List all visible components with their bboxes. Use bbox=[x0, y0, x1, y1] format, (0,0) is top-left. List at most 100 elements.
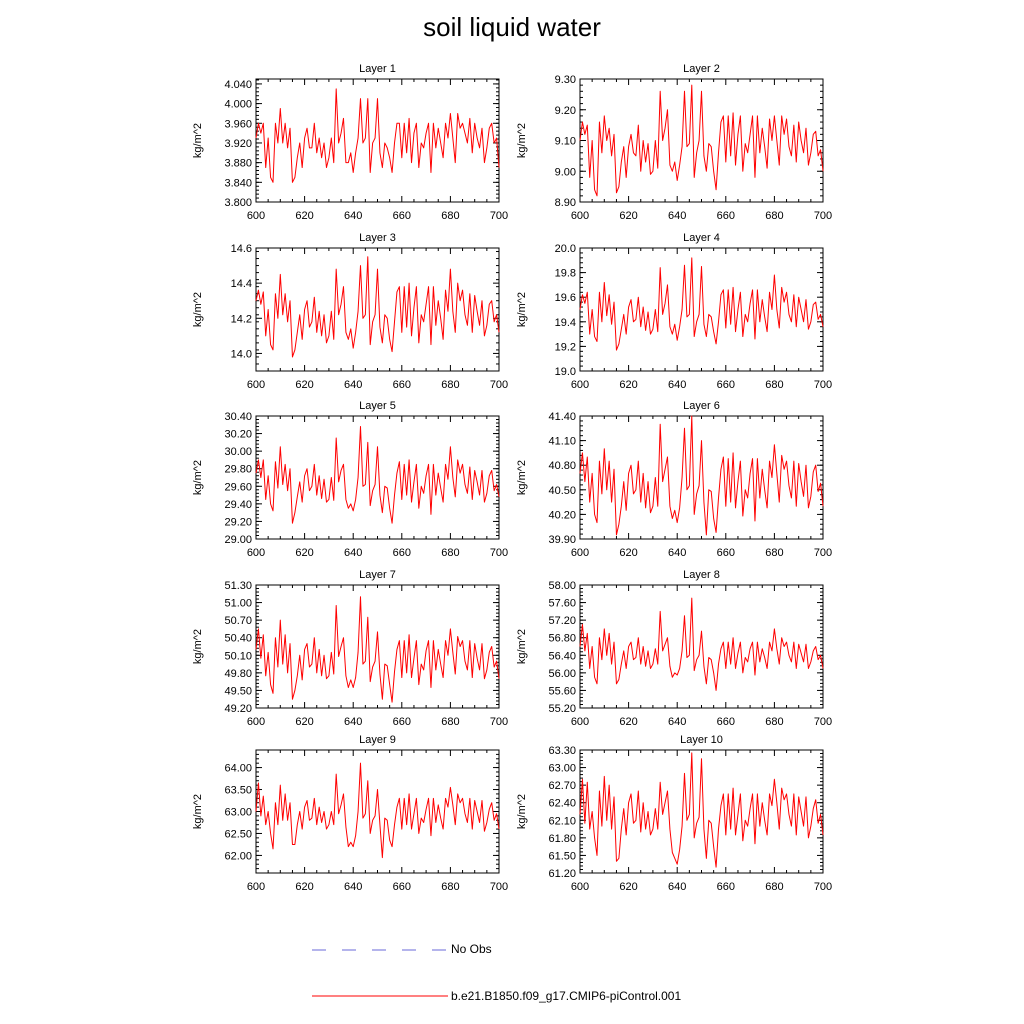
chart-layer-7: Layer 7 kg/m^2 600 620 640 660 680 700 49.20 49.5… bbox=[192, 569, 508, 728]
y-tick-label: 57.20 bbox=[548, 615, 576, 627]
x-tick-label: 600 bbox=[247, 210, 265, 222]
chart-layer-6: Layer 6 kg/m^2 600 620 640 660 680 700 39.90 40.2… bbox=[516, 400, 832, 559]
chart-title: Layer 1 bbox=[359, 63, 396, 75]
x-tick-label: 640 bbox=[344, 547, 362, 559]
x-tick-label: 620 bbox=[295, 547, 313, 559]
x-tick-label: 680 bbox=[441, 379, 459, 391]
legend-label-no-obs: No Obs bbox=[451, 942, 492, 956]
plot-frame bbox=[579, 584, 824, 709]
y-tick-label: 9.00 bbox=[555, 166, 576, 178]
chart-layer-3: Layer 3 kg/m^2 600 620 640 660 680 700 14.0 14.2 1… bbox=[192, 232, 508, 391]
x-tick-label: 600 bbox=[571, 547, 589, 559]
y-tick-label: 9.10 bbox=[555, 136, 576, 148]
y-tick-label: 40.20 bbox=[548, 509, 576, 521]
x-tick-label: 620 bbox=[619, 210, 637, 222]
y-tick-label: 19.6 bbox=[555, 292, 576, 304]
y-tick-label: 62.00 bbox=[224, 850, 252, 862]
x-tick-label: 700 bbox=[814, 547, 832, 559]
y-tick-label: 55.20 bbox=[548, 703, 576, 715]
x-tick-label: 660 bbox=[717, 210, 735, 222]
y-tick-label: 40.50 bbox=[548, 485, 576, 497]
y-tick-label: 63.50 bbox=[224, 785, 252, 797]
y-axis-label: kg/m^2 bbox=[192, 629, 204, 664]
chart-layer-2: Layer 2 kg/m^2 600 620 640 660 680 700 8.90 9.00 9… bbox=[516, 63, 832, 222]
x-tick-label: 700 bbox=[814, 716, 832, 728]
y-tick-label: 57.60 bbox=[548, 598, 576, 610]
plot-frame bbox=[579, 415, 824, 540]
x-tick-label: 620 bbox=[295, 881, 313, 893]
y-tick-label: 4.040 bbox=[224, 79, 252, 91]
chart-layer-4: Layer 4 kg/m^2 600 620 640 660 680 700 19.0 19.2 1… bbox=[516, 232, 832, 391]
x-tick-label: 640 bbox=[668, 716, 686, 728]
x-tick-label: 640 bbox=[668, 881, 686, 893]
y-tick-label: 56.80 bbox=[548, 633, 576, 645]
x-tick-label: 620 bbox=[295, 716, 313, 728]
x-tick-label: 640 bbox=[668, 379, 686, 391]
y-tick-label: 3.880 bbox=[224, 158, 252, 170]
x-tick-label: 680 bbox=[441, 210, 459, 222]
y-tick-label: 49.50 bbox=[224, 685, 252, 697]
y-tick-label: 29.20 bbox=[224, 516, 252, 528]
series-line bbox=[255, 256, 500, 358]
x-tick-label: 660 bbox=[393, 716, 411, 728]
y-tick-label: 19.2 bbox=[555, 341, 576, 353]
x-tick-label: 600 bbox=[247, 547, 265, 559]
x-tick-label: 660 bbox=[393, 881, 411, 893]
legend bbox=[312, 949, 448, 997]
y-tick-label: 19.4 bbox=[555, 317, 576, 329]
plot-frame bbox=[255, 78, 500, 203]
x-tick-label: 660 bbox=[717, 716, 735, 728]
y-tick-label: 63.30 bbox=[548, 745, 576, 757]
chart-title: Layer 8 bbox=[683, 569, 720, 581]
x-tick-label: 700 bbox=[490, 547, 508, 559]
x-tick-label: 680 bbox=[765, 547, 783, 559]
y-tick-label: 19.8 bbox=[555, 268, 576, 280]
y-tick-label: 55.60 bbox=[548, 685, 576, 697]
x-tick-label: 620 bbox=[619, 881, 637, 893]
x-tick-label: 620 bbox=[295, 210, 313, 222]
series-line bbox=[255, 88, 500, 183]
y-tick-label: 40.80 bbox=[548, 460, 576, 472]
series-line bbox=[255, 596, 500, 703]
y-tick-label: 14.4 bbox=[231, 278, 252, 290]
y-axis-label: kg/m^2 bbox=[516, 292, 528, 327]
y-tick-label: 51.30 bbox=[224, 580, 252, 592]
y-tick-label: 9.30 bbox=[555, 74, 576, 86]
x-tick-label: 640 bbox=[344, 881, 362, 893]
y-tick-label: 50.10 bbox=[224, 650, 252, 662]
y-tick-label: 20.0 bbox=[555, 243, 576, 255]
y-axis-label: kg/m^2 bbox=[192, 292, 204, 327]
chart-layer-10: Layer 10 kg/m^2 600 620 640 660 680 700 61.20 61.… bbox=[516, 734, 832, 893]
x-tick-label: 640 bbox=[344, 210, 362, 222]
x-tick-label: 680 bbox=[765, 379, 783, 391]
y-tick-label: 14.6 bbox=[231, 243, 252, 255]
x-tick-label: 600 bbox=[571, 379, 589, 391]
x-tick-label: 680 bbox=[441, 881, 459, 893]
chart-title: Layer 6 bbox=[683, 400, 720, 412]
chart-title: Layer 2 bbox=[683, 63, 720, 75]
series-line bbox=[579, 415, 824, 536]
x-tick-label: 640 bbox=[668, 210, 686, 222]
series-line bbox=[255, 762, 500, 859]
plot-frame bbox=[255, 749, 500, 874]
y-axis-label: kg/m^2 bbox=[192, 794, 204, 829]
chart-title: Layer 4 bbox=[683, 232, 720, 244]
y-tick-label: 63.00 bbox=[548, 763, 576, 775]
x-tick-label: 700 bbox=[814, 210, 832, 222]
y-tick-label: 4.000 bbox=[224, 99, 252, 111]
y-tick-label: 56.40 bbox=[548, 650, 576, 662]
chart-layer-8: Layer 8 kg/m^2 600 620 640 660 680 700 55.20 55.6… bbox=[516, 569, 832, 728]
chart-title: Layer 7 bbox=[359, 569, 396, 581]
series-line bbox=[579, 597, 824, 691]
y-tick-label: 61.20 bbox=[548, 868, 576, 880]
x-tick-label: 660 bbox=[717, 379, 735, 391]
x-tick-label: 620 bbox=[295, 379, 313, 391]
y-tick-label: 56.00 bbox=[548, 668, 576, 680]
y-tick-label: 62.10 bbox=[548, 815, 576, 827]
series-line bbox=[579, 84, 824, 197]
y-tick-label: 61.50 bbox=[548, 850, 576, 862]
x-tick-label: 600 bbox=[571, 210, 589, 222]
y-tick-label: 49.20 bbox=[224, 703, 252, 715]
y-tick-label: 14.0 bbox=[231, 348, 252, 360]
x-tick-label: 680 bbox=[441, 547, 459, 559]
